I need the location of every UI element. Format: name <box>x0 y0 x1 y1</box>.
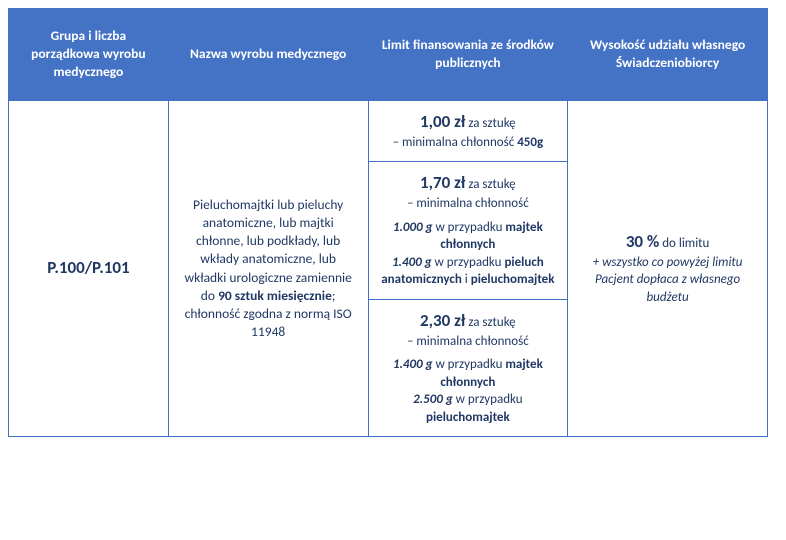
share-note: + wszystko co powyżej limitu Pacjent dop… <box>578 254 757 307</box>
product-code: P.100/P.101 <box>47 257 129 278</box>
limit-2-s2t: w przypadku <box>432 255 505 270</box>
limit-2-line1: 1,70 zł za sztukę <box>379 172 558 195</box>
header-name: Nazwa wyrobu medycznego <box>168 9 368 101</box>
name-bold: 90 sztuk miesięcznie <box>218 287 332 304</box>
limit-2-s2b2: pieluchomajtek <box>471 272 555 287</box>
share-line1: 30 % do limitu <box>578 231 757 254</box>
limit-2-s2g: 1.400 g <box>392 255 432 270</box>
header-group: Grupa i liczba porządkowa wyrobu medyczn… <box>9 9 169 101</box>
limit-1-g: 450g <box>517 135 543 150</box>
limit-3-per: za sztukę <box>465 315 515 330</box>
limit-3-spec2: 2.500 g w przypadku pieluchomajtek <box>379 391 558 426</box>
limit-1: 1,00 zł za sztukę – minimalna chłonność … <box>369 101 568 161</box>
limit-1-line1: 1,00 zł za sztukę <box>379 111 558 134</box>
cell-share: 30 % do limitu + wszystko co powyżej lim… <box>568 100 768 437</box>
limit-2-spec1: 1.000 g w przypadku majtek chłonnych <box>379 219 558 254</box>
cell-code: P.100/P.101 <box>9 100 169 437</box>
share-pct-after: do limitu <box>659 236 709 251</box>
financing-table: Grupa i liczba porządkowa wyrobu medyczn… <box>8 8 768 437</box>
limit-3-line2: – minimalna chłonność <box>379 333 558 351</box>
header-limit: Limit finansowania ze środków publicznyc… <box>368 9 568 101</box>
limit-2-s1g: 1.000 g <box>393 220 433 235</box>
cell-limits: 1,00 zł za sztukę – minimalna chłonność … <box>368 100 568 437</box>
limit-2-price: 1,70 zł <box>420 172 465 193</box>
limit-3-s2b: pieluchomajtek <box>426 410 510 425</box>
limit-3-price: 2,30 zł <box>420 310 465 331</box>
limit-3-s2g: 2.500 g <box>413 392 453 407</box>
header-row: Grupa i liczba porządkowa wyrobu medyczn… <box>9 9 768 101</box>
limit-2-spec2: 1.400 g w przypadku pieluch anatomicznyc… <box>379 254 558 289</box>
limit-1-per: za sztukę <box>465 116 515 131</box>
limit-3: 2,30 zł za sztukę – minimalna chłonność … <box>369 299 568 437</box>
limit-1-text: – minimalna chłonność <box>393 135 518 150</box>
cell-name: Pieluchomajtki lub pieluchy anatomiczne,… <box>168 100 368 437</box>
data-row: P.100/P.101 Pieluchomajtki lub pieluchy … <box>9 100 768 437</box>
limit-3-spec1: 1.400 g w przypadku majtek chłonnych <box>379 356 558 391</box>
share-pct: 30 % <box>626 231 659 252</box>
limit-3-s1t: w przypadku <box>433 357 506 372</box>
limit-2-s2and: i <box>462 272 471 287</box>
limit-3-s1g: 1.400 g <box>393 357 433 372</box>
limit-1-line2: – minimalna chłonność 450g <box>379 134 558 152</box>
limit-1-price: 1,00 zł <box>420 111 465 132</box>
limit-2-line2: – minimalna chłonność <box>379 195 558 213</box>
limit-2: 1,70 zł za sztukę – minimalna chłonność … <box>369 161 568 299</box>
header-share: Wysokość udziału własnego Świadczeniobio… <box>568 9 768 101</box>
limit-2-s1t: w przypadku <box>433 220 506 235</box>
limit-2-per: za sztukę <box>465 177 515 192</box>
limit-3-s2t: w przypadku <box>453 392 523 407</box>
limit-3-line1: 2,30 zł za sztukę <box>379 310 558 333</box>
